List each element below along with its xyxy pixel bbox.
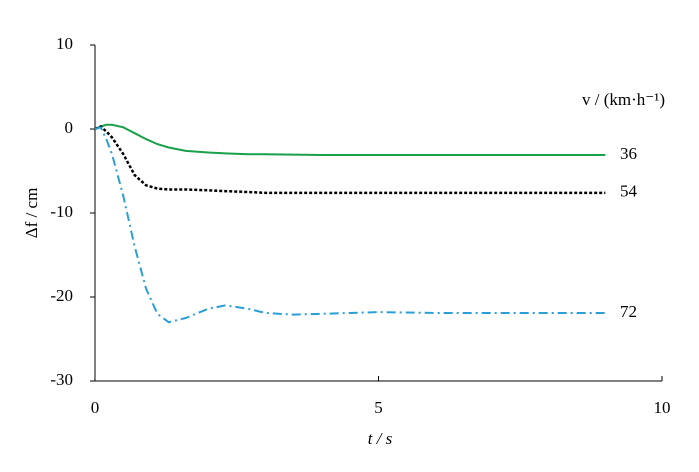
y-tick-label: 10 <box>56 34 73 53</box>
x-tick-label: 10 <box>654 398 671 417</box>
series-label: 36 <box>620 144 637 163</box>
x-tick-label: 0 <box>91 398 100 417</box>
y-axis-label: Δf / cm <box>22 188 41 239</box>
series-line <box>94 126 606 324</box>
series-line <box>94 125 606 195</box>
y-tick-label: -30 <box>50 370 73 389</box>
y-tick-label: -10 <box>50 202 73 221</box>
series-label: 72 <box>620 302 637 321</box>
y-tick-label: 0 <box>65 118 74 137</box>
y-tick-label: -20 <box>50 286 73 305</box>
x-tick-label: 5 <box>374 398 383 417</box>
legend-title: v / (km·h⁻¹) <box>582 90 665 109</box>
series-label: 54 <box>620 182 638 201</box>
x-axis-label: t / s <box>368 429 393 448</box>
series-line <box>94 123 606 157</box>
